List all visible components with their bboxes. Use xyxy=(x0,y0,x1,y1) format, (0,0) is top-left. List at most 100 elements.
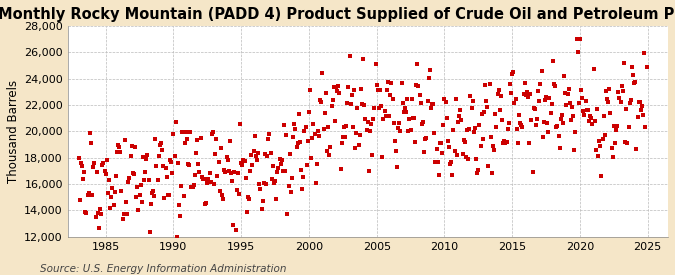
Text: Source: U.S. Energy Information Administration: Source: U.S. Energy Information Administ… xyxy=(40,264,287,274)
Point xyxy=(265,151,276,156)
Point xyxy=(94,226,105,230)
Point xyxy=(182,137,192,141)
Point xyxy=(608,123,619,128)
Point xyxy=(275,161,286,166)
Point xyxy=(579,112,590,117)
Point xyxy=(168,131,179,136)
Point xyxy=(107,186,118,190)
Point xyxy=(148,194,159,198)
Point xyxy=(263,136,273,141)
Point xyxy=(452,153,462,158)
Point xyxy=(237,163,248,167)
Point xyxy=(601,89,612,93)
Point xyxy=(311,161,322,166)
Point xyxy=(634,100,645,104)
Point xyxy=(163,193,174,197)
Point xyxy=(158,163,169,168)
Point xyxy=(213,160,224,165)
Point xyxy=(568,114,578,118)
Point xyxy=(350,146,360,150)
Point xyxy=(639,51,650,56)
Point xyxy=(78,177,88,182)
Point xyxy=(99,169,110,173)
Point xyxy=(163,193,173,197)
Point xyxy=(128,171,138,175)
Point xyxy=(483,164,494,169)
Point xyxy=(156,141,167,145)
Point xyxy=(138,155,148,159)
Point xyxy=(569,147,580,152)
Point xyxy=(221,155,232,160)
Point xyxy=(341,124,352,128)
Point xyxy=(166,160,177,164)
Point xyxy=(225,139,236,144)
Point xyxy=(336,141,347,145)
Point xyxy=(383,113,394,118)
Point xyxy=(608,155,618,160)
Point xyxy=(200,200,211,205)
Point xyxy=(325,145,335,150)
Point xyxy=(470,125,481,130)
Point xyxy=(366,122,377,127)
Point xyxy=(599,133,610,138)
Point xyxy=(501,139,512,144)
Point xyxy=(103,191,113,196)
Point xyxy=(581,107,592,112)
Point xyxy=(328,84,339,89)
Point xyxy=(487,144,498,148)
Point xyxy=(559,73,570,78)
Point xyxy=(272,170,283,174)
Point xyxy=(205,180,216,185)
Point xyxy=(605,111,616,115)
Point xyxy=(427,102,437,106)
Point xyxy=(351,131,362,135)
Point xyxy=(416,121,427,126)
Point xyxy=(421,136,432,140)
Point xyxy=(410,140,421,144)
Point xyxy=(204,170,215,175)
Point xyxy=(111,150,122,154)
Point xyxy=(404,117,415,121)
Point xyxy=(215,146,226,150)
Point xyxy=(296,167,306,172)
Point xyxy=(257,199,268,203)
Point xyxy=(631,147,642,151)
Point xyxy=(176,183,187,188)
Point xyxy=(234,192,244,196)
Point xyxy=(279,122,290,127)
Point xyxy=(535,82,546,86)
Point xyxy=(207,130,218,135)
Point xyxy=(153,178,163,182)
Point xyxy=(114,145,125,150)
Point xyxy=(593,153,603,158)
Point xyxy=(80,209,90,214)
Point xyxy=(188,183,199,187)
Point xyxy=(636,108,647,112)
Point xyxy=(393,126,404,130)
Point xyxy=(160,166,171,170)
Point xyxy=(315,98,325,103)
Point xyxy=(131,195,142,200)
Point xyxy=(431,147,442,151)
Point xyxy=(230,228,241,233)
Point xyxy=(317,71,328,75)
Point xyxy=(462,128,472,133)
Point xyxy=(118,212,129,216)
Point xyxy=(458,138,469,143)
Point xyxy=(543,130,554,134)
Point xyxy=(141,156,152,161)
Point xyxy=(534,98,545,103)
Point xyxy=(512,141,523,145)
Point xyxy=(356,101,367,106)
Point xyxy=(394,121,405,125)
Point xyxy=(116,189,127,193)
Point xyxy=(227,179,238,183)
Point xyxy=(359,103,370,107)
Point xyxy=(470,156,481,161)
Point xyxy=(541,94,551,99)
Point xyxy=(383,80,394,85)
Point xyxy=(556,116,566,121)
Point xyxy=(217,192,227,197)
Point xyxy=(352,106,363,110)
Point xyxy=(504,121,514,126)
